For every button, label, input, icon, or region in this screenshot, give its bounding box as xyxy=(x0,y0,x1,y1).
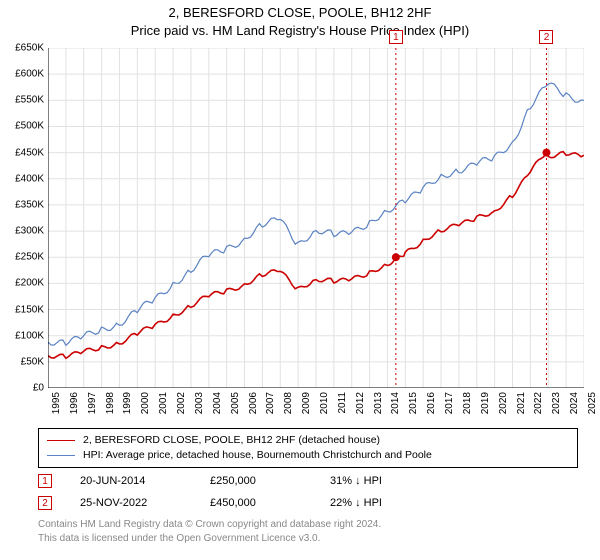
sale-delta-vs-hpi: 31% ↓ HPI xyxy=(330,475,450,487)
x-tick-label: 2015 xyxy=(408,392,419,422)
sale-records: 1 20-JUN-2014£250,00031% ↓ HPI 2 25-NOV-202… xyxy=(38,470,578,514)
x-tick-label: 2021 xyxy=(516,392,527,422)
chart-container: 2, BERESFORD CLOSE, POOLE, BH12 2HF Pric… xyxy=(0,0,600,560)
x-tick-label: 2011 xyxy=(337,392,348,422)
title-address: 2, BERESFORD CLOSE, POOLE, BH12 2HF xyxy=(0,4,600,22)
title-subtitle: Price paid vs. HM Land Registry's House … xyxy=(0,22,600,40)
sale-date: 20-JUN-2014 xyxy=(80,475,210,487)
sale-delta-vs-hpi: 22% ↓ HPI xyxy=(330,497,450,509)
y-tick-label: £200K xyxy=(2,278,44,289)
x-tick-label: 2012 xyxy=(355,392,366,422)
x-tick-label: 1997 xyxy=(87,392,98,422)
sale-price: £450,000 xyxy=(210,497,330,509)
sale-marker-1: 1 xyxy=(389,30,403,44)
y-tick-label: £500K xyxy=(2,121,44,132)
x-tick-label: 2022 xyxy=(533,392,544,422)
y-tick-label: £400K xyxy=(2,173,44,184)
x-tick-label: 2000 xyxy=(140,392,151,422)
x-tick-label: 2018 xyxy=(462,392,473,422)
x-tick-label: 2016 xyxy=(426,392,437,422)
title-block: 2, BERESFORD CLOSE, POOLE, BH12 2HF Pric… xyxy=(0,0,600,39)
x-tick-label: 2007 xyxy=(265,392,276,422)
x-tick-label: 1998 xyxy=(105,392,116,422)
y-tick-label: £50K xyxy=(2,356,44,367)
legend-item: 2, BERESFORD CLOSE, POOLE, BH12 2HF (det… xyxy=(47,433,569,448)
x-tick-label: 2020 xyxy=(498,392,509,422)
x-tick-label: 1996 xyxy=(69,392,80,422)
x-tick-label: 1999 xyxy=(122,392,133,422)
y-tick-label: £450K xyxy=(2,147,44,158)
legend-swatch xyxy=(47,440,75,441)
y-tick-label: £650K xyxy=(2,43,44,54)
x-tick-label: 1995 xyxy=(51,392,62,422)
sale-marker-2: 2 xyxy=(539,30,553,44)
x-tick-label: 2024 xyxy=(569,392,580,422)
x-tick-label: 2006 xyxy=(248,392,259,422)
x-tick-label: 2003 xyxy=(194,392,205,422)
footer-line2: This data is licensed under the Open Gov… xyxy=(38,532,578,546)
y-tick-label: £150K xyxy=(2,304,44,315)
x-tick-label: 2014 xyxy=(390,392,401,422)
legend-item: HPI: Average price, detached house, Bour… xyxy=(47,448,569,463)
y-tick-label: £300K xyxy=(2,226,44,237)
sale-index-box: 1 xyxy=(38,474,52,488)
x-tick-label: 2002 xyxy=(176,392,187,422)
x-tick-label: 2001 xyxy=(158,392,169,422)
x-tick-label: 2005 xyxy=(230,392,241,422)
legend-swatch xyxy=(47,455,75,456)
footer-line1: Contains HM Land Registry data © Crown c… xyxy=(38,518,578,532)
sale-index-box: 2 xyxy=(38,496,52,510)
y-tick-label: £350K xyxy=(2,199,44,210)
y-tick-label: £250K xyxy=(2,252,44,263)
x-tick-label: 2010 xyxy=(319,392,330,422)
x-tick-label: 2017 xyxy=(444,392,455,422)
sale-date: 25-NOV-2022 xyxy=(80,497,210,509)
legend-label: 2, BERESFORD CLOSE, POOLE, BH12 2HF (det… xyxy=(83,433,380,448)
chart-area: £0£50K£100K£150K£200K£250K£300K£350K£400… xyxy=(48,48,584,388)
y-tick-label: £600K xyxy=(2,69,44,80)
legend: 2, BERESFORD CLOSE, POOLE, BH12 2HF (det… xyxy=(38,428,578,468)
chart-svg xyxy=(48,48,584,388)
y-tick-label: £100K xyxy=(2,330,44,341)
footer-attribution: Contains HM Land Registry data © Crown c… xyxy=(38,518,578,545)
x-tick-label: 2023 xyxy=(551,392,562,422)
legend-label: HPI: Average price, detached house, Bour… xyxy=(83,448,432,463)
y-tick-label: £550K xyxy=(2,95,44,106)
sale-record: 1 20-JUN-2014£250,00031% ↓ HPI xyxy=(38,470,578,492)
x-tick-label: 2009 xyxy=(301,392,312,422)
x-tick-label: 2008 xyxy=(283,392,294,422)
x-tick-label: 2013 xyxy=(373,392,384,422)
sale-record: 2 25-NOV-2022£450,00022% ↓ HPI xyxy=(38,492,578,514)
x-tick-label: 2004 xyxy=(212,392,223,422)
x-tick-label: 2025 xyxy=(587,392,598,422)
sale-price: £250,000 xyxy=(210,475,330,487)
y-tick-label: £0 xyxy=(2,383,44,394)
x-tick-label: 2019 xyxy=(480,392,491,422)
